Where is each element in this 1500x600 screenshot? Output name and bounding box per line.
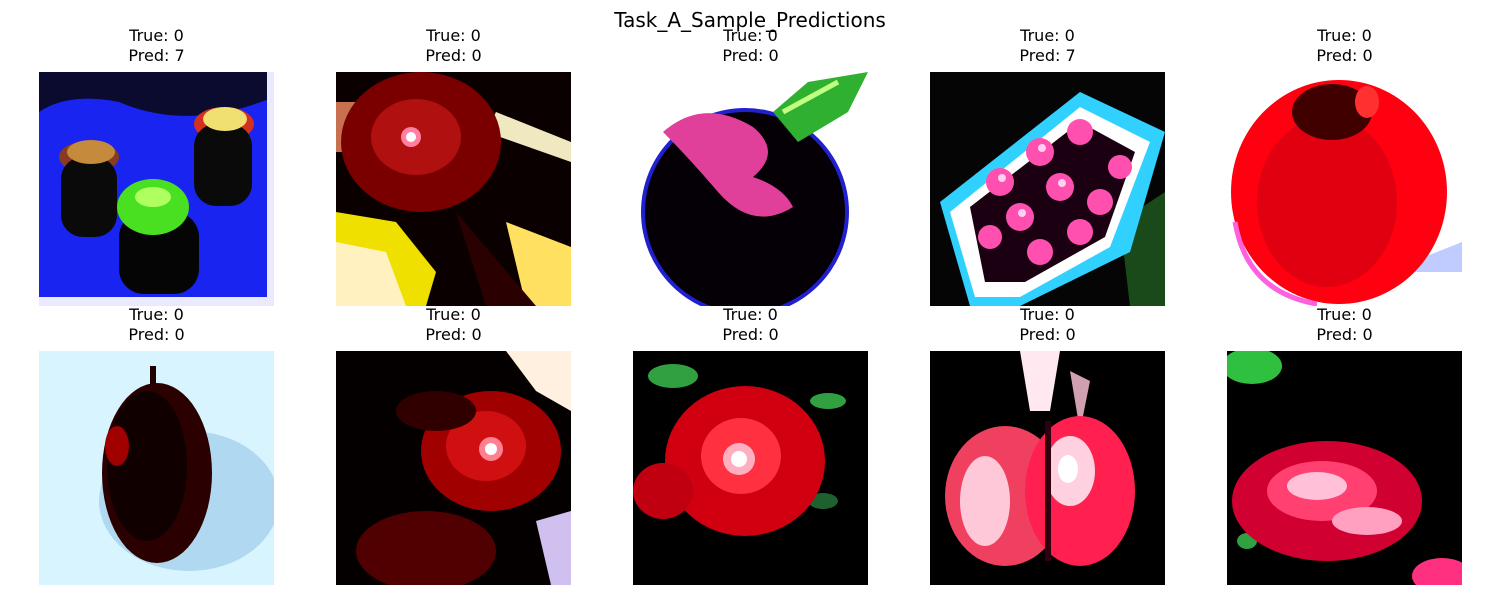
sample-image bbox=[1227, 351, 1462, 585]
true-label: True: 0 bbox=[129, 305, 184, 324]
pred-label: Pred: 0 bbox=[1316, 325, 1373, 344]
sample-image bbox=[930, 72, 1165, 306]
sample-panel-5: True: 0 Pred: 0 bbox=[1227, 26, 1462, 306]
true-label: True: 0 bbox=[1317, 305, 1372, 324]
pred-label: Pred: 0 bbox=[425, 46, 482, 65]
sample-panel-3: True: 0 Pred: 0 bbox=[633, 26, 868, 306]
true-label: True: 0 bbox=[723, 26, 778, 45]
sample-panel-1: True: 0 Pred: 7 bbox=[39, 26, 274, 306]
sample-image bbox=[39, 72, 274, 306]
sample-panel-8: True: 0 Pred: 0 bbox=[633, 305, 868, 585]
true-label: True: 0 bbox=[1020, 305, 1075, 324]
pred-label: Pred: 7 bbox=[128, 46, 185, 65]
sample-image bbox=[336, 72, 571, 306]
figure-title: Task_A_Sample_Predictions bbox=[614, 8, 886, 32]
true-label: True: 0 bbox=[1317, 26, 1372, 45]
sample-panel-2: True: 0 Pred: 0 bbox=[336, 26, 571, 306]
sample-panel-10: True: 0 Pred: 0 bbox=[1227, 305, 1462, 585]
pred-label: Pred: 0 bbox=[128, 325, 185, 344]
sample-image bbox=[930, 351, 1165, 585]
true-label: True: 0 bbox=[129, 26, 184, 45]
sample-image bbox=[39, 351, 274, 585]
true-label: True: 0 bbox=[1020, 26, 1075, 45]
sample-panel-7: True: 0 Pred: 0 bbox=[336, 305, 571, 585]
pred-label: Pred: 0 bbox=[1316, 46, 1373, 65]
sample-image bbox=[1227, 72, 1462, 306]
pred-label: Pred: 7 bbox=[1019, 46, 1076, 65]
sample-image bbox=[633, 351, 868, 585]
true-label: True: 0 bbox=[426, 26, 481, 45]
sample-panel-6: True: 0 Pred: 0 bbox=[39, 305, 274, 585]
pred-label: Pred: 0 bbox=[1019, 325, 1076, 344]
true-label: True: 0 bbox=[426, 305, 481, 324]
sample-image bbox=[336, 351, 571, 585]
sample-image bbox=[633, 72, 868, 306]
sample-panel-9: True: 0 Pred: 0 bbox=[930, 305, 1165, 585]
pred-label: Pred: 0 bbox=[425, 325, 482, 344]
pred-label: Pred: 0 bbox=[722, 46, 779, 65]
sample-panel-4: True: 0 Pred: 7 bbox=[930, 26, 1165, 306]
true-label: True: 0 bbox=[723, 305, 778, 324]
pred-label: Pred: 0 bbox=[722, 325, 779, 344]
